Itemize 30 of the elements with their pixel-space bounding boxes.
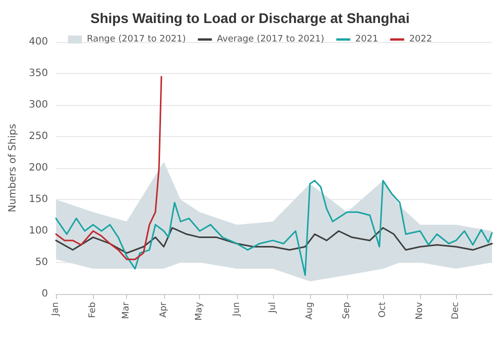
- line-series: [55, 180, 493, 276]
- x-tick-label: Nov: [415, 301, 426, 320]
- legend-label: Average (2017 to 2021): [216, 34, 324, 44]
- x-tick-label: May: [194, 301, 205, 321]
- legend-label: 2022: [409, 34, 432, 44]
- x-tick-label: Jun: [232, 302, 242, 318]
- y-tick-label: 250: [28, 131, 48, 142]
- y-tick-label: 350: [28, 68, 48, 79]
- legend-label: Range (2017 to 2021): [86, 34, 186, 44]
- line-series: [55, 76, 162, 260]
- line-series: [55, 227, 493, 254]
- x-tick-label: Apr: [158, 302, 169, 318]
- y-tick-label: 100: [28, 226, 48, 236]
- y-tick-label: 200: [28, 162, 48, 174]
- y-tick-label: 400: [28, 36, 48, 48]
- x-tick-label: Aug: [304, 302, 315, 320]
- legend-label: 2021: [355, 34, 378, 44]
- x-tick-label: Jan: [50, 302, 61, 317]
- x-tick-label: Dec: [451, 302, 462, 320]
- x-tick-label: Feb: [88, 302, 98, 318]
- chart-title: Ships Waiting to Load or Discharge at Shanghai: [90, 10, 410, 26]
- x-tick-label: Mar: [122, 302, 132, 319]
- y-tick-label: 150: [28, 194, 48, 205]
- y-axis-title: Numbers of Ships: [8, 124, 18, 212]
- x-tick-label: Sep: [342, 302, 352, 319]
- y-tick-label: 0: [42, 288, 48, 300]
- y-tick-label: 300: [28, 100, 48, 110]
- y-tick-label: 50: [35, 257, 48, 268]
- x-tick-label: Jul: [268, 302, 278, 314]
- x-tick-label: Oct: [378, 302, 388, 318]
